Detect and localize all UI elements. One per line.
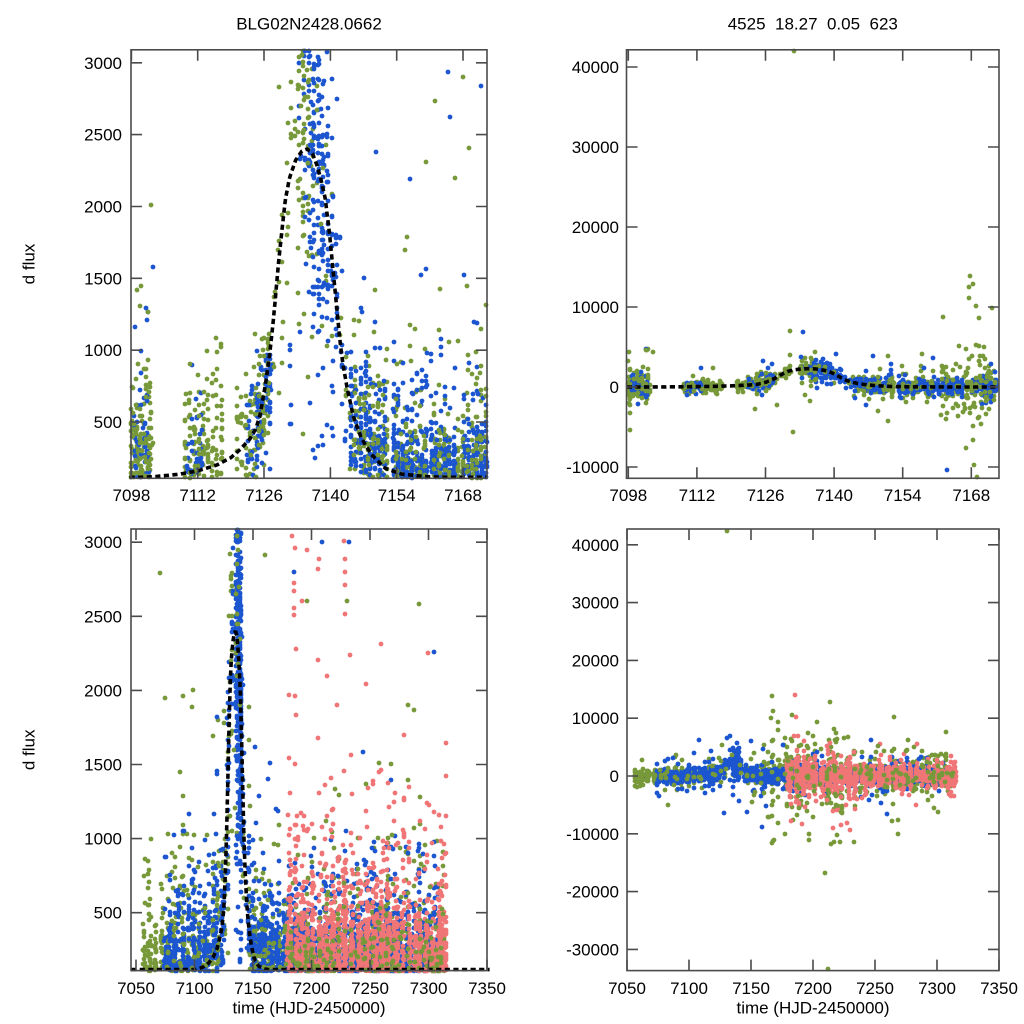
svg-text:2000: 2000 (84, 198, 122, 217)
svg-text:7126: 7126 (747, 486, 785, 505)
svg-text:4525 18.27 0.05 623: 4525 18.27 0.05 623 (728, 15, 898, 34)
svg-text:7100: 7100 (670, 979, 708, 998)
svg-text:7050: 7050 (117, 979, 155, 998)
svg-text:time (HJD-2450000): time (HJD-2450000) (736, 999, 889, 1018)
svg-text:7098: 7098 (112, 486, 150, 505)
svg-text:30000: 30000 (572, 138, 619, 157)
svg-text:7140: 7140 (815, 486, 853, 505)
svg-text:2000: 2000 (84, 681, 122, 700)
svg-text:40000: 40000 (572, 58, 619, 77)
svg-text:500: 500 (94, 413, 122, 432)
svg-text:20000: 20000 (572, 218, 619, 237)
svg-text:40000: 40000 (572, 536, 619, 555)
svg-text:7112: 7112 (179, 486, 216, 505)
svg-text:7350: 7350 (980, 979, 1018, 998)
svg-text:7250: 7250 (351, 979, 389, 998)
svg-text:2500: 2500 (84, 126, 122, 145)
svg-text:7168: 7168 (444, 486, 482, 505)
svg-text:-10000: -10000 (566, 458, 619, 477)
svg-text:7250: 7250 (856, 979, 894, 998)
svg-text:7350: 7350 (468, 979, 506, 998)
svg-text:10000: 10000 (572, 709, 619, 728)
svg-text:3000: 3000 (84, 54, 122, 73)
svg-text:3000: 3000 (84, 533, 122, 552)
svg-text:7126: 7126 (245, 486, 283, 505)
svg-text:1500: 1500 (84, 269, 122, 288)
svg-text:7140: 7140 (311, 486, 349, 505)
svg-text:7200: 7200 (794, 979, 832, 998)
svg-text:1000: 1000 (84, 341, 122, 360)
svg-text:d flux: d flux (20, 729, 39, 770)
svg-text:7154: 7154 (884, 486, 922, 505)
svg-text:30000: 30000 (572, 594, 619, 613)
svg-text:7168: 7168 (952, 486, 990, 505)
svg-text:7154: 7154 (378, 486, 416, 505)
svg-text:-20000: -20000 (566, 883, 619, 902)
svg-text:1000: 1000 (84, 830, 122, 849)
svg-text:7150: 7150 (234, 979, 272, 998)
svg-text:7200: 7200 (293, 979, 331, 998)
svg-text:BLG02N2428.0662: BLG02N2428.0662 (236, 15, 382, 34)
svg-text:7098: 7098 (609, 486, 647, 505)
svg-text:0: 0 (610, 767, 619, 786)
svg-text:7300: 7300 (410, 979, 448, 998)
svg-text:500: 500 (94, 904, 122, 923)
svg-text:7112: 7112 (679, 486, 716, 505)
svg-text:7050: 7050 (608, 979, 646, 998)
svg-text:1500: 1500 (84, 756, 122, 775)
svg-text:2500: 2500 (84, 607, 122, 626)
svg-text:20000: 20000 (572, 651, 619, 670)
svg-text:0: 0 (610, 378, 619, 397)
svg-text:d flux: d flux (20, 243, 39, 284)
svg-text:7100: 7100 (176, 979, 214, 998)
svg-text:7150: 7150 (732, 979, 770, 998)
svg-text:time (HJD-2450000): time (HJD-2450000) (232, 999, 385, 1018)
svg-text:-30000: -30000 (566, 940, 619, 959)
svg-text:7300: 7300 (918, 979, 956, 998)
svg-text:10000: 10000 (572, 298, 619, 317)
svg-text:-10000: -10000 (566, 825, 619, 844)
